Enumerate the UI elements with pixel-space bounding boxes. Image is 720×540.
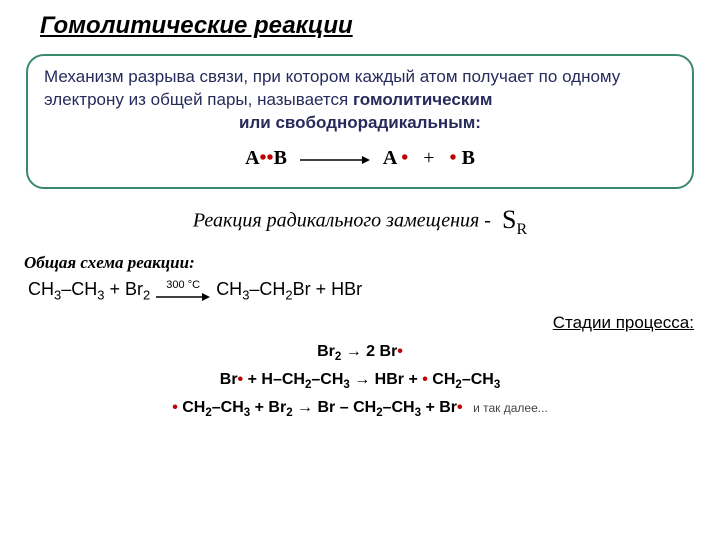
r1: CH [216,279,242,299]
s2arr: → [350,371,375,388]
stage-2: Br• + H–CH2–CH3 → HBr + • CH2–CH3 [20,371,700,391]
definition-colon: : [475,113,481,132]
eq-Ar: A [383,147,396,169]
radical-dot-icon: • [422,371,432,388]
arrow-icon [156,292,210,302]
s2c: HBr + [375,371,423,388]
definition-text: Механизм разрыва связи, при котором кажд… [44,66,676,112]
s3arr: → [293,399,318,416]
eq-dot-br: • [450,147,462,169]
r3: Br + HBr [293,279,363,299]
brs: 2 [143,288,150,303]
sr-line: Реакция радикального замещения - SR [20,205,700,239]
main-reaction-equation: CH3–CH3 + Br2 300 °C CH3–CH2Br + HBr [28,279,700,303]
cond-text: 300 °C [166,280,200,291]
sr-symbol: SR [502,205,527,234]
page-title: Гомолитические реакции [40,12,700,40]
stage-1: Br2 → 2 Br• [20,343,700,363]
s2p: + H–CH [243,371,305,388]
eq-lhs: CH3–CH3 + Br2 [28,279,150,303]
definition-bold1: гомолитическим [353,90,492,109]
mechanism-equation: A••B A • + • B [44,145,676,173]
stage-3: • CH2–CH3 + Br2 → Br – CH2–CH3 + Br• и т… [20,399,700,419]
sr-S: S [502,205,516,234]
s3a: CH [182,399,205,416]
d2: – [249,279,259,299]
definition-line2: или свободнорадикальным: [44,112,676,135]
eq-plus: + [423,147,434,169]
radical-dot-icon: • [457,399,463,416]
pl1: + Br [104,279,143,299]
arrow-icon [300,146,370,173]
eq-B: B [274,147,287,169]
eq-rhs: CH3–CH2Br + HBr [216,279,362,303]
schema-label: Общая схема реакции: [24,253,700,273]
definition-part1: Механизм разрыва связи, при котором кажд… [44,67,620,109]
s2e1: 3 [494,379,500,391]
s3b: –CH [212,399,244,416]
radical-dot-icon: • [397,343,403,360]
s1b: 2 Br [366,343,397,360]
etc-text: и так далее... [473,401,548,415]
d1: – [61,279,71,299]
s3p2: + Br [421,399,457,416]
stages-label: Стадии процесса: [20,313,694,333]
eq-dot-a: • [260,147,267,169]
p2: CH [71,279,97,299]
eq-dot-b: • [267,147,274,169]
s3p: + Br [250,399,286,416]
definition-or: или [239,113,275,132]
definition-bold2: свободнорадикальным [275,113,475,132]
definition-box: Механизм разрыва связи, при котором кажд… [26,54,694,189]
sr-R: R [516,221,527,238]
eq-A: A [245,147,259,169]
s1arr: → [341,343,366,360]
p1: CH [28,279,54,299]
sr-label: Реакция радикального замещения - [193,209,491,231]
s2e: –CH [462,371,494,388]
r2: CH [259,279,285,299]
s2m: –CH [311,371,343,388]
s2a: Br [220,371,238,388]
s3c: Br – CH [318,399,377,416]
s3d: –CH [383,399,415,416]
radical-dot-icon: • [172,399,182,416]
eq-dot-ar: • [396,147,408,169]
stages-label-text: Стадии процесса [553,313,690,332]
reaction-conditions: 300 °C [156,280,210,302]
s1a: Br [317,343,335,360]
s2d: CH [432,371,455,388]
r2s: 2 [285,288,292,303]
eq-Br: B [462,147,475,169]
